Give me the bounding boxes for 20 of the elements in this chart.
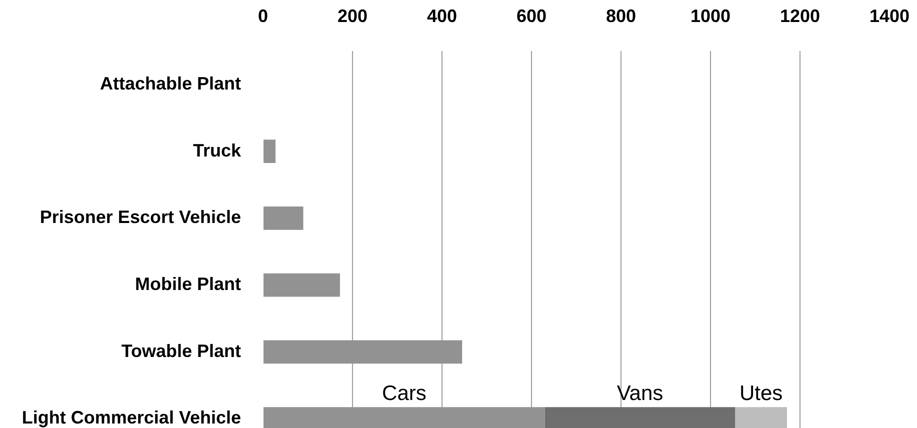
series-label: Vans xyxy=(616,382,664,406)
x-tick-label: 400 xyxy=(426,6,458,26)
x-tick-label: 600 xyxy=(516,6,547,26)
series-label: Cars xyxy=(382,382,426,406)
y-tick-label: Prisoner Escort Vehicle xyxy=(40,207,241,228)
bar xyxy=(264,140,276,163)
x-tick-label: 1200 xyxy=(780,6,820,26)
bar xyxy=(264,206,304,230)
x-tick-label: 200 xyxy=(337,6,368,26)
bar xyxy=(264,273,340,297)
y-tick-label: Attachable Plant xyxy=(100,73,242,94)
y-tick-label: Mobile Plant xyxy=(134,274,241,294)
y-tick-label: Towable Plant xyxy=(121,340,241,361)
x-tick-label: 0 xyxy=(258,6,268,26)
x-tick-label: 1000 xyxy=(690,6,731,26)
y-tick-label: Truck xyxy=(192,140,242,160)
x-tick-label: 800 xyxy=(606,6,636,26)
y-tick-label: Light Commercial Vehicle xyxy=(22,408,241,428)
x-tick-label: 1400 xyxy=(869,6,910,26)
series-label: Utes xyxy=(739,382,783,406)
